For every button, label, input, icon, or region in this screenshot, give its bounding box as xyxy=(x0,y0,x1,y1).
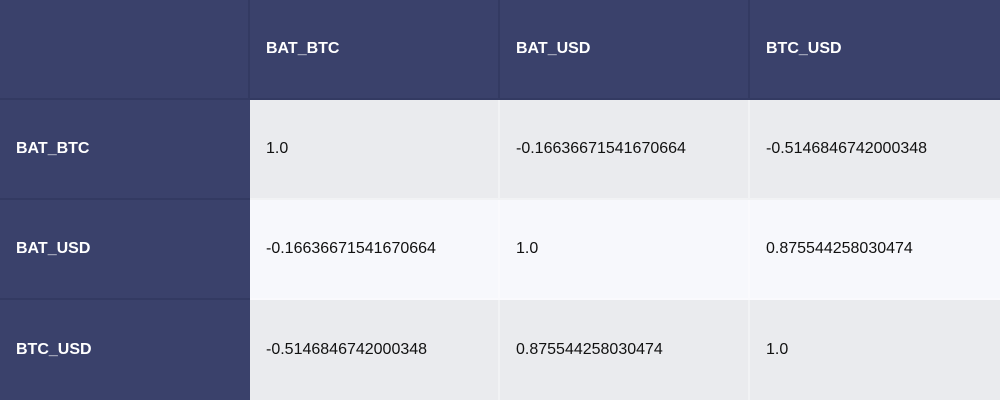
column-header-bat-btc: BAT_BTC xyxy=(250,0,500,100)
table-cell: 1.0 xyxy=(250,100,500,200)
row-header-btc-usd: BTC_USD xyxy=(0,300,250,400)
table-cell: 0.875544258030474 xyxy=(750,200,1000,300)
column-header-btc-usd: BTC_USD xyxy=(750,0,1000,100)
row-header-bat-usd: BAT_USD xyxy=(0,200,250,300)
table-cell: 1.0 xyxy=(750,300,1000,400)
table-cell: -0.16636671541670664 xyxy=(250,200,500,300)
table-cell: -0.16636671541670664 xyxy=(500,100,750,200)
table-cell: -0.5146846742000348 xyxy=(750,100,1000,200)
row-header-bat-btc: BAT_BTC xyxy=(0,100,250,200)
table-cell: 1.0 xyxy=(500,200,750,300)
table-cell: 0.875544258030474 xyxy=(500,300,750,400)
table-cell: -0.5146846742000348 xyxy=(250,300,500,400)
table-corner-cell xyxy=(0,0,250,100)
column-header-bat-usd: BAT_USD xyxy=(500,0,750,100)
